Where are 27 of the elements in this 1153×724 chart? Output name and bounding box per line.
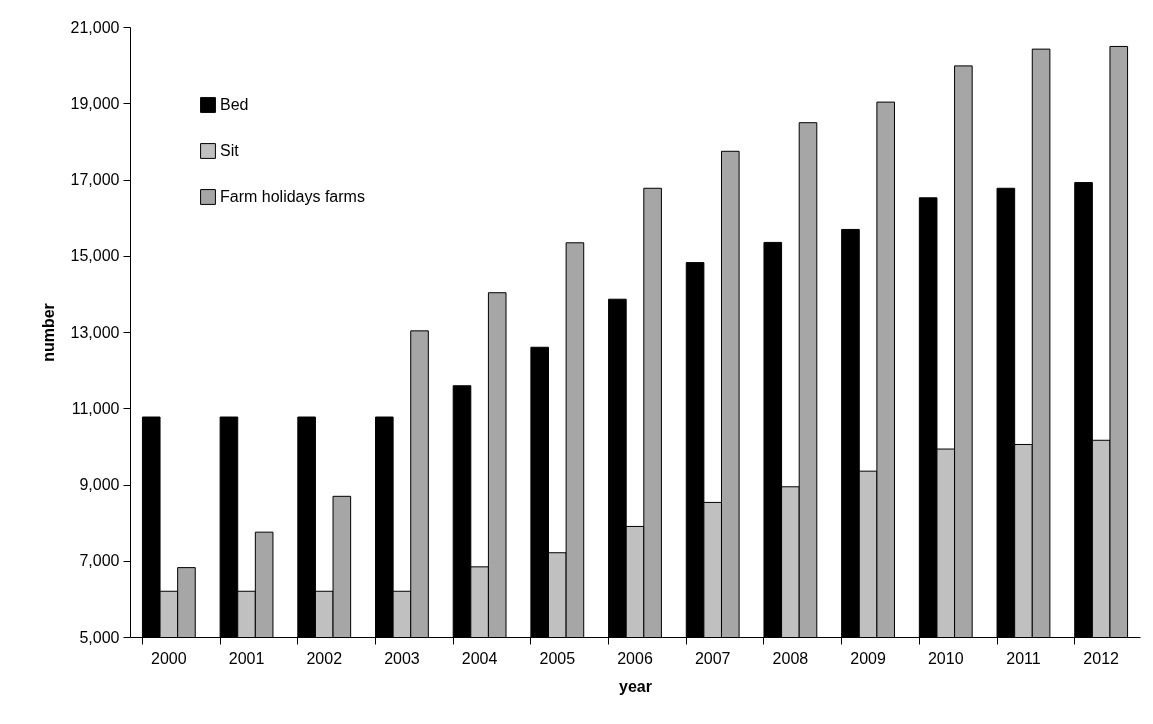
y-tick-label: 19,000 (70, 94, 120, 112)
y-tick-label: 13,000 (70, 323, 120, 341)
legend-label: Bed (220, 96, 249, 113)
x-tick-label: 2002 (306, 649, 343, 667)
x-tick-label: 2009 (850, 649, 886, 667)
x-tick-label: 2007 (694, 649, 731, 667)
x-tick-label: 2006 (617, 649, 653, 667)
y-axis-title: number (39, 303, 57, 362)
x-tick-label: 2011 (1006, 649, 1041, 667)
x-tick-label: 2005 (539, 649, 576, 667)
x-tick-label: 2001 (228, 649, 265, 667)
x-tick-label: 2003 (384, 649, 420, 667)
y-tick-label: 11,000 (71, 399, 120, 417)
y-tick-label: 9,000 (79, 476, 120, 493)
x-tick-label: 2012 (1083, 649, 1120, 667)
legend-label: Farm holidays farms (220, 188, 365, 205)
y-tick-label: 17,000 (70, 171, 120, 188)
x-axis-title: year (619, 677, 652, 695)
x-tick-label: 2010 (927, 649, 964, 667)
x-tick-label: 2004 (461, 649, 498, 667)
y-tick-label: 7,000 (79, 552, 120, 570)
x-tick-label: 2008 (772, 649, 809, 667)
x-tick-label: 2000 (151, 649, 187, 667)
y-tick-label: 21,000 (70, 18, 120, 36)
y-tick-label: 5,000 (79, 628, 120, 646)
legend-label: Sit (220, 142, 240, 159)
y-tick-label: 15,000 (70, 247, 120, 265)
